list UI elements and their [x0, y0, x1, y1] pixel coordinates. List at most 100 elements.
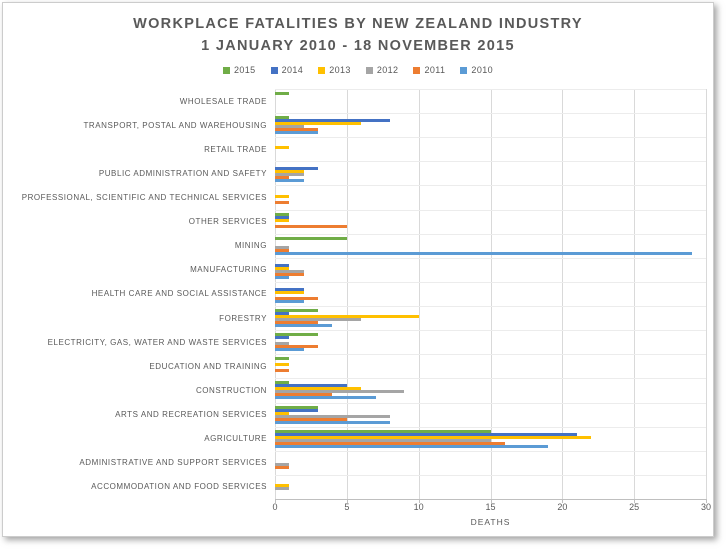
bar-2015-transport-postal-and-warehousing	[275, 116, 290, 120]
bar-2014-public-administration-and-safety	[275, 167, 319, 171]
band-separator	[275, 89, 706, 90]
category-label: PROFESSIONAL, SCIENTIFIC AND TECHNICAL S…	[21, 193, 267, 203]
bar-2013-public-administration-and-safety	[275, 170, 304, 174]
legend-item-2011: 2011	[413, 65, 445, 75]
gridline-x-5	[346, 89, 348, 499]
x-tick-label-25: 25	[629, 502, 640, 512]
bar-2011-manufacturing	[275, 272, 304, 276]
bar-2010-public-administration-and-safety	[275, 179, 304, 183]
category-label: MANUFACTURING	[190, 265, 267, 275]
bar-2013-manufacturing	[275, 266, 290, 270]
bar-2012-forestry	[275, 318, 362, 322]
bar-2014-manufacturing	[275, 263, 290, 267]
x-tick-mark	[418, 499, 420, 503]
band-separator	[275, 426, 706, 428]
bar-2011-agriculture	[275, 441, 505, 445]
bar-2011-public-administration-and-safety	[275, 176, 290, 180]
bar-2013-forestry	[275, 315, 419, 319]
band-separator	[275, 474, 706, 476]
bar-2014-arts-and-recreation-services	[275, 408, 319, 412]
bar-2013-other-services	[275, 218, 290, 222]
bar-2013-retail-trade	[275, 146, 290, 150]
category-label: ADMINISTRATIVE AND SUPPORT SERVICES	[79, 458, 267, 468]
legend-label: 2015	[233, 65, 256, 75]
bar-2010-transport-postal-and-warehousing	[275, 131, 319, 135]
category-label: WHOLESALE TRADE	[179, 96, 267, 106]
bar-2012-manufacturing	[275, 269, 304, 273]
bar-2014-electricity-gas-water-and-waste-services	[275, 336, 290, 340]
bar-2012-mining	[275, 245, 290, 249]
band-separator	[275, 306, 706, 308]
bar-2012-arts-and-recreation-services	[275, 414, 390, 418]
bar-2010-forestry	[275, 324, 333, 328]
category-label: EDUCATION AND TRAINING	[149, 361, 267, 371]
band-separator	[275, 354, 706, 356]
bar-2011-arts-and-recreation-services	[275, 417, 347, 421]
category-label: AGRICULTURE	[204, 434, 267, 444]
plot-area	[275, 89, 707, 500]
category-label: HEALTH CARE AND SOCIAL ASSISTANCE	[91, 289, 267, 299]
chart-title-line-1: WORKPLACE FATALITIES BY NEW ZEALAND INDU…	[133, 16, 583, 32]
bar-2013-accommodation-and-food-services	[275, 483, 290, 487]
gridline-x-0	[275, 89, 276, 499]
bar-2010-construction	[275, 396, 376, 400]
category-label: MINING	[234, 241, 267, 251]
bar-2014-agriculture	[275, 432, 577, 436]
gridline-x-25	[634, 89, 636, 499]
category-label: OTHER SERVICES	[188, 217, 267, 227]
bar-2015-other-services	[275, 212, 290, 216]
bar-2015-mining	[275, 236, 347, 240]
bar-2012-agriculture	[275, 438, 491, 442]
bar-2011-transport-postal-and-warehousing	[275, 128, 319, 132]
legend-label: 2014	[281, 65, 304, 75]
x-tick-mark	[706, 499, 707, 503]
bar-2011-professional-scientific-and-technical-services	[275, 200, 290, 204]
x-axis-title: DEATHS	[470, 517, 511, 527]
band-separator	[275, 330, 706, 332]
bar-2015-agriculture	[275, 429, 491, 433]
band-separator	[275, 281, 706, 283]
band-separator	[275, 113, 706, 115]
bar-2010-health-care-and-social-assistance	[275, 300, 304, 303]
bar-2011-education-and-training	[275, 369, 290, 373]
x-tick-mark	[562, 499, 564, 503]
bar-2015-education-and-training	[275, 357, 290, 361]
chart-title: WORKPLACE FATALITIES BY NEW ZEALAND INDU…	[3, 13, 713, 57]
bar-2014-other-services	[275, 215, 290, 219]
bar-2011-other-services	[275, 224, 347, 228]
x-tick-label-5: 5	[344, 502, 350, 512]
bar-2014-health-care-and-social-assistance	[275, 288, 304, 291]
x-axis-tick-labels: 0 5 10 15 20 25 30	[272, 502, 711, 514]
legend-swatch-2014	[270, 66, 278, 74]
category-label: ARTS AND RECREATION SERVICES	[115, 410, 267, 420]
x-tick-mark	[490, 499, 492, 503]
category-label: ELECTRICITY, GAS, WATER AND WASTE SERVIC…	[47, 337, 267, 347]
screenshot-frame: WORKPLACE FATALITIES BY NEW ZEALAND INDU…	[2, 2, 714, 537]
band-separator	[275, 137, 706, 139]
bar-2013-education-and-training	[275, 363, 290, 367]
gridline-x-30	[706, 89, 707, 499]
bar-2013-health-care-and-social-assistance	[275, 291, 304, 294]
bar-2015-forestry	[275, 309, 319, 313]
bar-2013-construction	[275, 387, 362, 391]
category-label: CONSTRUCTION	[195, 385, 267, 395]
bar-2012-accommodation-and-food-services	[275, 486, 290, 490]
band-separator	[275, 402, 706, 404]
band-separator	[275, 233, 706, 235]
bar-2015-wholesale-trade	[275, 92, 290, 96]
bar-2011-electricity-gas-water-and-waste-services	[275, 345, 319, 349]
bar-2012-public-administration-and-safety	[275, 173, 304, 177]
bar-2011-mining	[275, 248, 290, 252]
legend-item-2010: 2010	[460, 65, 493, 75]
legend-label: 2010	[471, 65, 494, 75]
bar-2012-transport-postal-and-warehousing	[275, 125, 304, 129]
chart-title-line-2: 1 JANUARY 2010 - 18 NOVEMBER 2015	[201, 38, 515, 54]
x-tick-label-15: 15	[485, 502, 496, 512]
legend-label: 2012	[376, 65, 399, 75]
legend-item-2014: 2014	[270, 65, 304, 75]
band-separator	[275, 257, 706, 259]
category-axis-labels: WHOLESALE TRADE TRANSPORT, POSTAL AND WAR…	[3, 89, 267, 499]
bar-2015-arts-and-recreation-services	[275, 405, 319, 409]
legend-swatch-2010	[460, 66, 468, 74]
legend-item-2012: 2012	[365, 65, 399, 75]
